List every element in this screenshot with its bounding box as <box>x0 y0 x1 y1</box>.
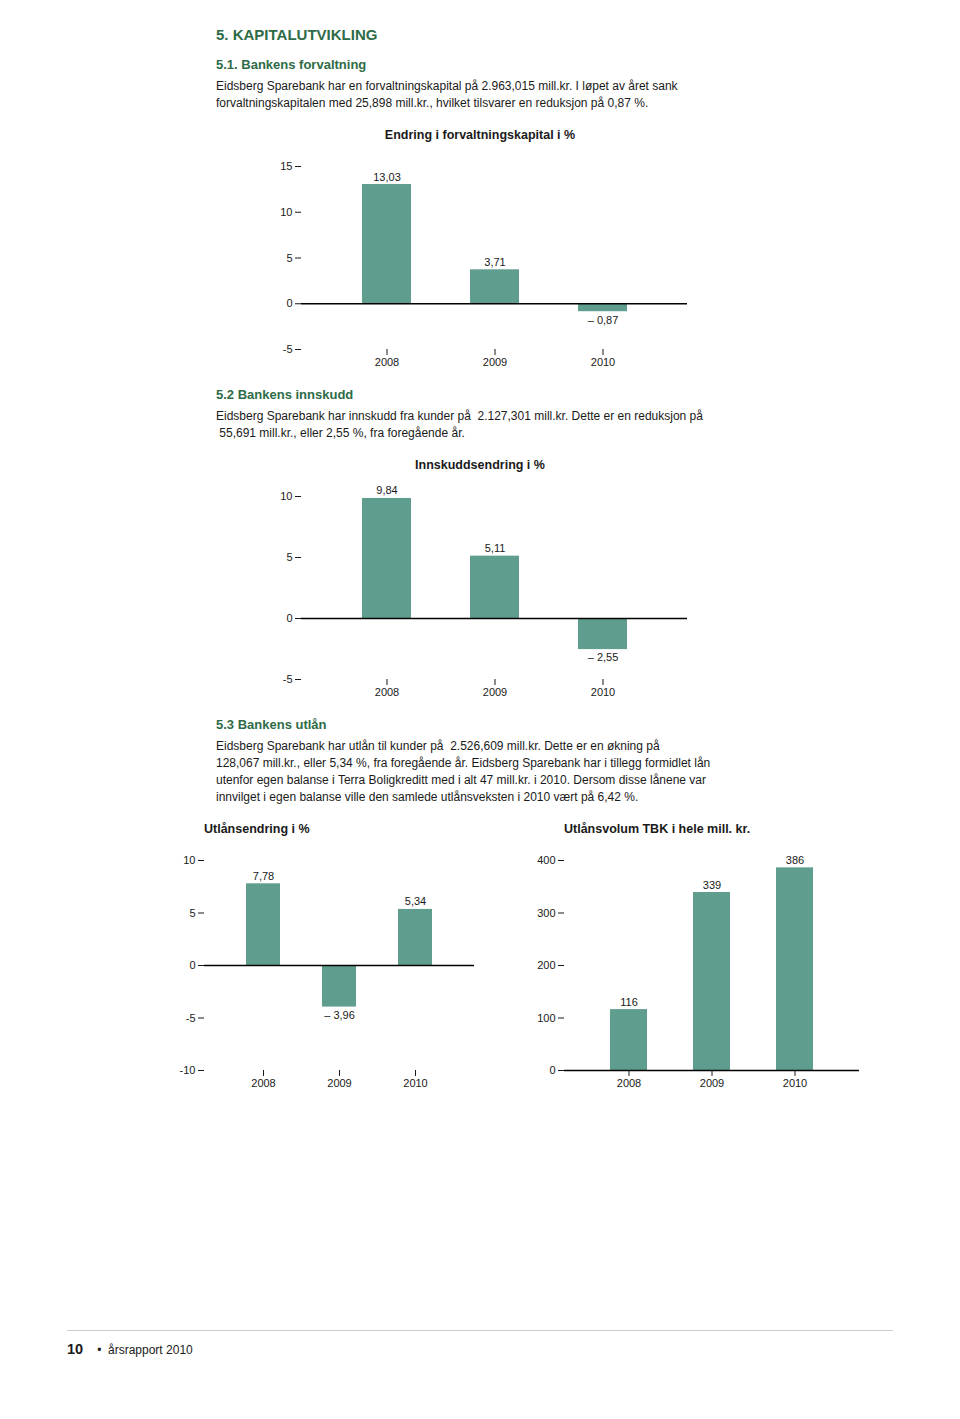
svg-text:0: 0 <box>286 297 292 309</box>
svg-text:400: 400 <box>537 854 555 866</box>
html-text:Utlånsvolum TBK i hele mill. k: Utlånsvolum TBK i hele mill. kr. <box>564 822 751 836</box>
svg-text:2010: 2010 <box>783 1077 807 1089</box>
html-text:Utlånsendring i %: Utlånsendring i % <box>204 822 310 836</box>
html-text:Eidsberg Sparebank har utlån t: Eidsberg Sparebank har utlån til kunder … <box>216 739 660 753</box>
html-text:5. KAPITALUTVIKLING: 5. KAPITALUTVIKLING <box>216 26 378 43</box>
svg-text:2010: 2010 <box>403 1077 427 1089</box>
svg-text:2009: 2009 <box>483 686 507 698</box>
svg-text:-5: -5 <box>186 1012 196 1024</box>
svg-text:0: 0 <box>189 959 195 971</box>
svg-text:5: 5 <box>286 551 292 563</box>
svg-text:5,34: 5,34 <box>405 895 426 907</box>
html-text:Innskuddsendring i %: Innskuddsendring i % <box>415 458 545 472</box>
html-text:forvaltningskapitalen med 25,8: forvaltningskapitalen med 25,898 mill.kr… <box>216 96 649 110</box>
svg-text:-5: -5 <box>283 673 293 685</box>
svg-text:2008: 2008 <box>251 1077 275 1089</box>
svg-text:2009: 2009 <box>327 1077 351 1089</box>
svg-text:2008: 2008 <box>617 1077 641 1089</box>
svg-text:10: 10 <box>280 490 292 502</box>
html-text:Eidsberg Sparebank har en forv: Eidsberg Sparebank har en forvaltningska… <box>216 79 678 93</box>
svg-text:– 2,55: – 2,55 <box>588 651 619 663</box>
html-text:utenfor egen balanse i Terra B: utenfor egen balanse i Terra Boligkredit… <box>216 773 706 787</box>
svg-text:-10: -10 <box>180 1064 196 1076</box>
svg-text:2009: 2009 <box>700 1077 724 1089</box>
svg-text:386: 386 <box>786 854 804 866</box>
svg-text:0: 0 <box>549 1064 555 1076</box>
html-text:128,067 mill.kr., eller 5,34 %: 128,067 mill.kr., eller 5,34 %, fra fore… <box>216 756 711 770</box>
svg-text:2008: 2008 <box>375 686 399 698</box>
svg-text:– 0,87: – 0,87 <box>588 314 619 326</box>
svg-text:5: 5 <box>189 907 195 919</box>
svg-text:7,78: 7,78 <box>253 870 274 882</box>
svg-text:10: 10 <box>183 854 195 866</box>
svg-text:0: 0 <box>286 612 292 624</box>
html-text:innvilget i egen balanse ville: innvilget i egen balanse ville den samle… <box>216 790 639 804</box>
html-text:10: 10 <box>67 1341 84 1357</box>
html-text:5.1. Bankens forvaltning: 5.1. Bankens forvaltning <box>216 57 367 72</box>
html-text:55,691 mill.kr., eller 2,55 %,: 55,691 mill.kr., eller 2,55 %, fra foreg… <box>216 426 465 440</box>
html-text:5.3 Bankens utlån: 5.3 Bankens utlån <box>216 717 327 732</box>
svg-text:9,84: 9,84 <box>376 484 397 496</box>
svg-text:15: 15 <box>280 160 292 172</box>
html-text:5.2 Bankens innskudd: 5.2 Bankens innskudd <box>216 387 354 402</box>
svg-text:339: 339 <box>703 879 721 891</box>
svg-text:– 3,96: – 3,96 <box>324 1009 355 1021</box>
svg-text:-5: -5 <box>283 343 293 355</box>
svg-text:5,11: 5,11 <box>485 542 506 554</box>
svg-text:13,03: 13,03 <box>373 171 401 183</box>
svg-text:2010: 2010 <box>591 686 615 698</box>
svg-text:10: 10 <box>280 206 292 218</box>
svg-text:3,71: 3,71 <box>484 256 505 268</box>
svg-text:300: 300 <box>537 907 555 919</box>
html-text:• årsrapport 2010: • årsrapport 2010 <box>97 1343 193 1357</box>
svg-text:2008: 2008 <box>375 356 399 368</box>
svg-text:116: 116 <box>620 996 638 1008</box>
svg-text:200: 200 <box>537 959 555 971</box>
svg-text:100: 100 <box>537 1012 555 1024</box>
svg-text:2009: 2009 <box>483 356 507 368</box>
html-text:Endring i forvaltningskapital: Endring i forvaltningskapital i % <box>384 128 576 142</box>
svg-text:2010: 2010 <box>591 356 615 368</box>
html-text:Eidsberg Sparebank har innskud: Eidsberg Sparebank har innskudd fra kund… <box>216 409 703 423</box>
svg-text:5: 5 <box>286 252 292 264</box>
